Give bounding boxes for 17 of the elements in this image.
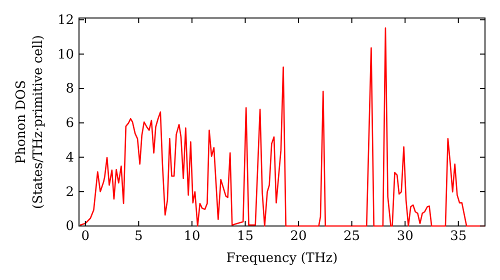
- y-tick-label: 6: [66, 116, 74, 132]
- x-tick-label: 30: [396, 229, 414, 244]
- y-tick-label: 0: [66, 219, 74, 234]
- x-axis-title: Frequency (THz): [226, 251, 338, 266]
- y-tick-label: 12: [57, 12, 74, 28]
- x-tick-label: 25: [344, 229, 360, 244]
- y-tick-label: 4: [66, 150, 74, 166]
- x-tick-label: 5: [134, 229, 143, 244]
- x-tick-label: 20: [290, 229, 307, 244]
- y-tick-label: 8: [66, 82, 74, 97]
- y-axis-title: Phonon DOS (States/THz·primitive cell): [14, 34, 46, 210]
- y-tick-label: 10: [57, 47, 74, 62]
- x-tick-label: 0: [81, 229, 90, 244]
- x-tick-label: 35: [450, 229, 467, 244]
- x-tick-label: 10: [184, 229, 200, 244]
- x-tick-label: 15: [236, 229, 254, 244]
- y-tick-label: 2: [66, 184, 74, 200]
